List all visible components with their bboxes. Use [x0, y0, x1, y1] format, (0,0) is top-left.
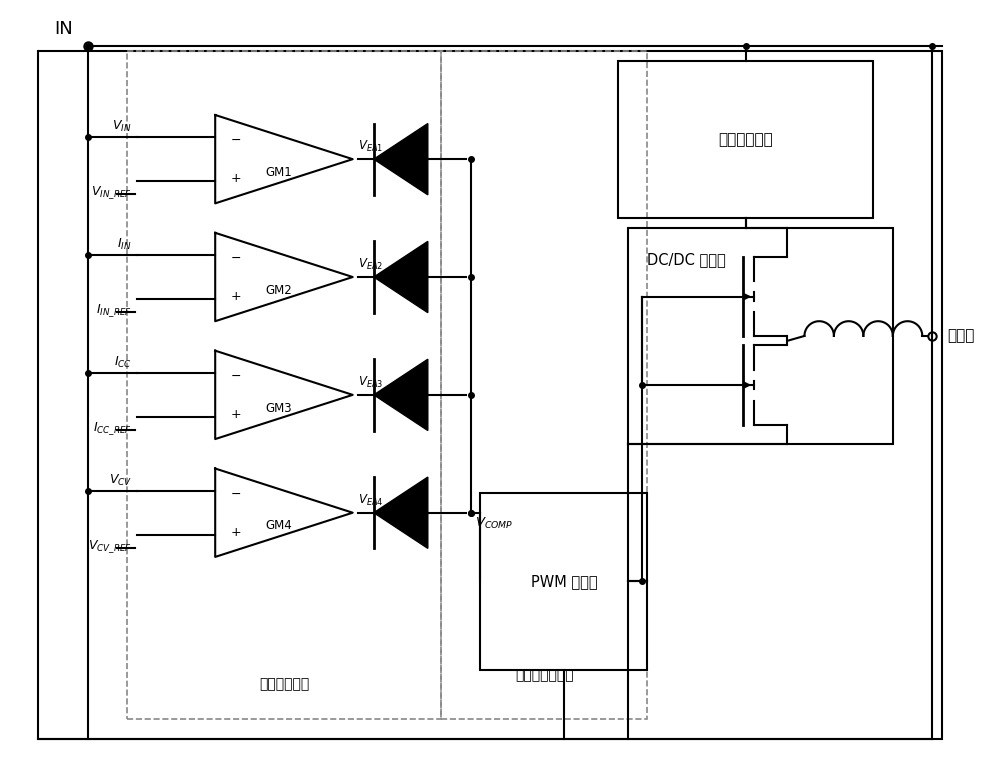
Text: $-$: $-$	[230, 369, 241, 382]
Polygon shape	[374, 360, 428, 431]
Text: IN: IN	[54, 20, 73, 39]
Text: GM2: GM2	[266, 284, 292, 297]
Text: $I_{CC}$: $I_{CC}$	[114, 355, 132, 370]
Text: PWM 发生器: PWM 发生器	[531, 574, 597, 589]
Text: GM1: GM1	[266, 166, 292, 179]
Text: 功率路径电路: 功率路径电路	[718, 132, 773, 147]
Text: $V_{COMP}$: $V_{COMP}$	[475, 515, 514, 531]
Text: $V_{IN}$: $V_{IN}$	[112, 119, 132, 134]
Text: $V_{IN\_REF}$: $V_{IN\_REF}$	[91, 184, 132, 201]
Text: $I_{IN}$: $I_{IN}$	[117, 237, 132, 252]
Text: $I_{CC\_REF}$: $I_{CC\_REF}$	[93, 420, 132, 436]
Text: $+$: $+$	[230, 172, 241, 185]
Text: $V_{CV\_REF}$: $V_{CV\_REF}$	[88, 538, 132, 554]
Text: $V_{EA2}$: $V_{EA2}$	[358, 257, 383, 272]
Text: $V_{EA4}$: $V_{EA4}$	[358, 493, 383, 508]
Text: GM4: GM4	[266, 519, 292, 532]
Text: $+$: $+$	[230, 290, 241, 303]
Text: $V_{CV}$: $V_{CV}$	[109, 473, 132, 487]
Polygon shape	[374, 477, 428, 549]
Text: $+$: $+$	[230, 408, 241, 421]
Text: $V_{EA1}$: $V_{EA1}$	[358, 140, 383, 154]
Text: 锂电池: 锂电池	[947, 329, 974, 343]
Text: $+$: $+$	[230, 525, 241, 539]
Text: $-$: $-$	[230, 487, 241, 500]
Text: $-$: $-$	[230, 133, 241, 146]
Text: GM3: GM3	[266, 401, 292, 415]
Polygon shape	[374, 123, 428, 195]
Text: 最小値选择电路: 最小値选择电路	[515, 668, 574, 682]
Text: DC/DC 转换器: DC/DC 转换器	[647, 253, 726, 267]
Text: $I_{IN\_REF}$: $I_{IN\_REF}$	[96, 302, 132, 319]
Text: $V_{EA3}$: $V_{EA3}$	[358, 375, 383, 390]
Text: $-$: $-$	[230, 251, 241, 264]
Text: 反馈补偿网络: 反馈补偿网络	[259, 677, 309, 691]
Polygon shape	[374, 241, 428, 312]
